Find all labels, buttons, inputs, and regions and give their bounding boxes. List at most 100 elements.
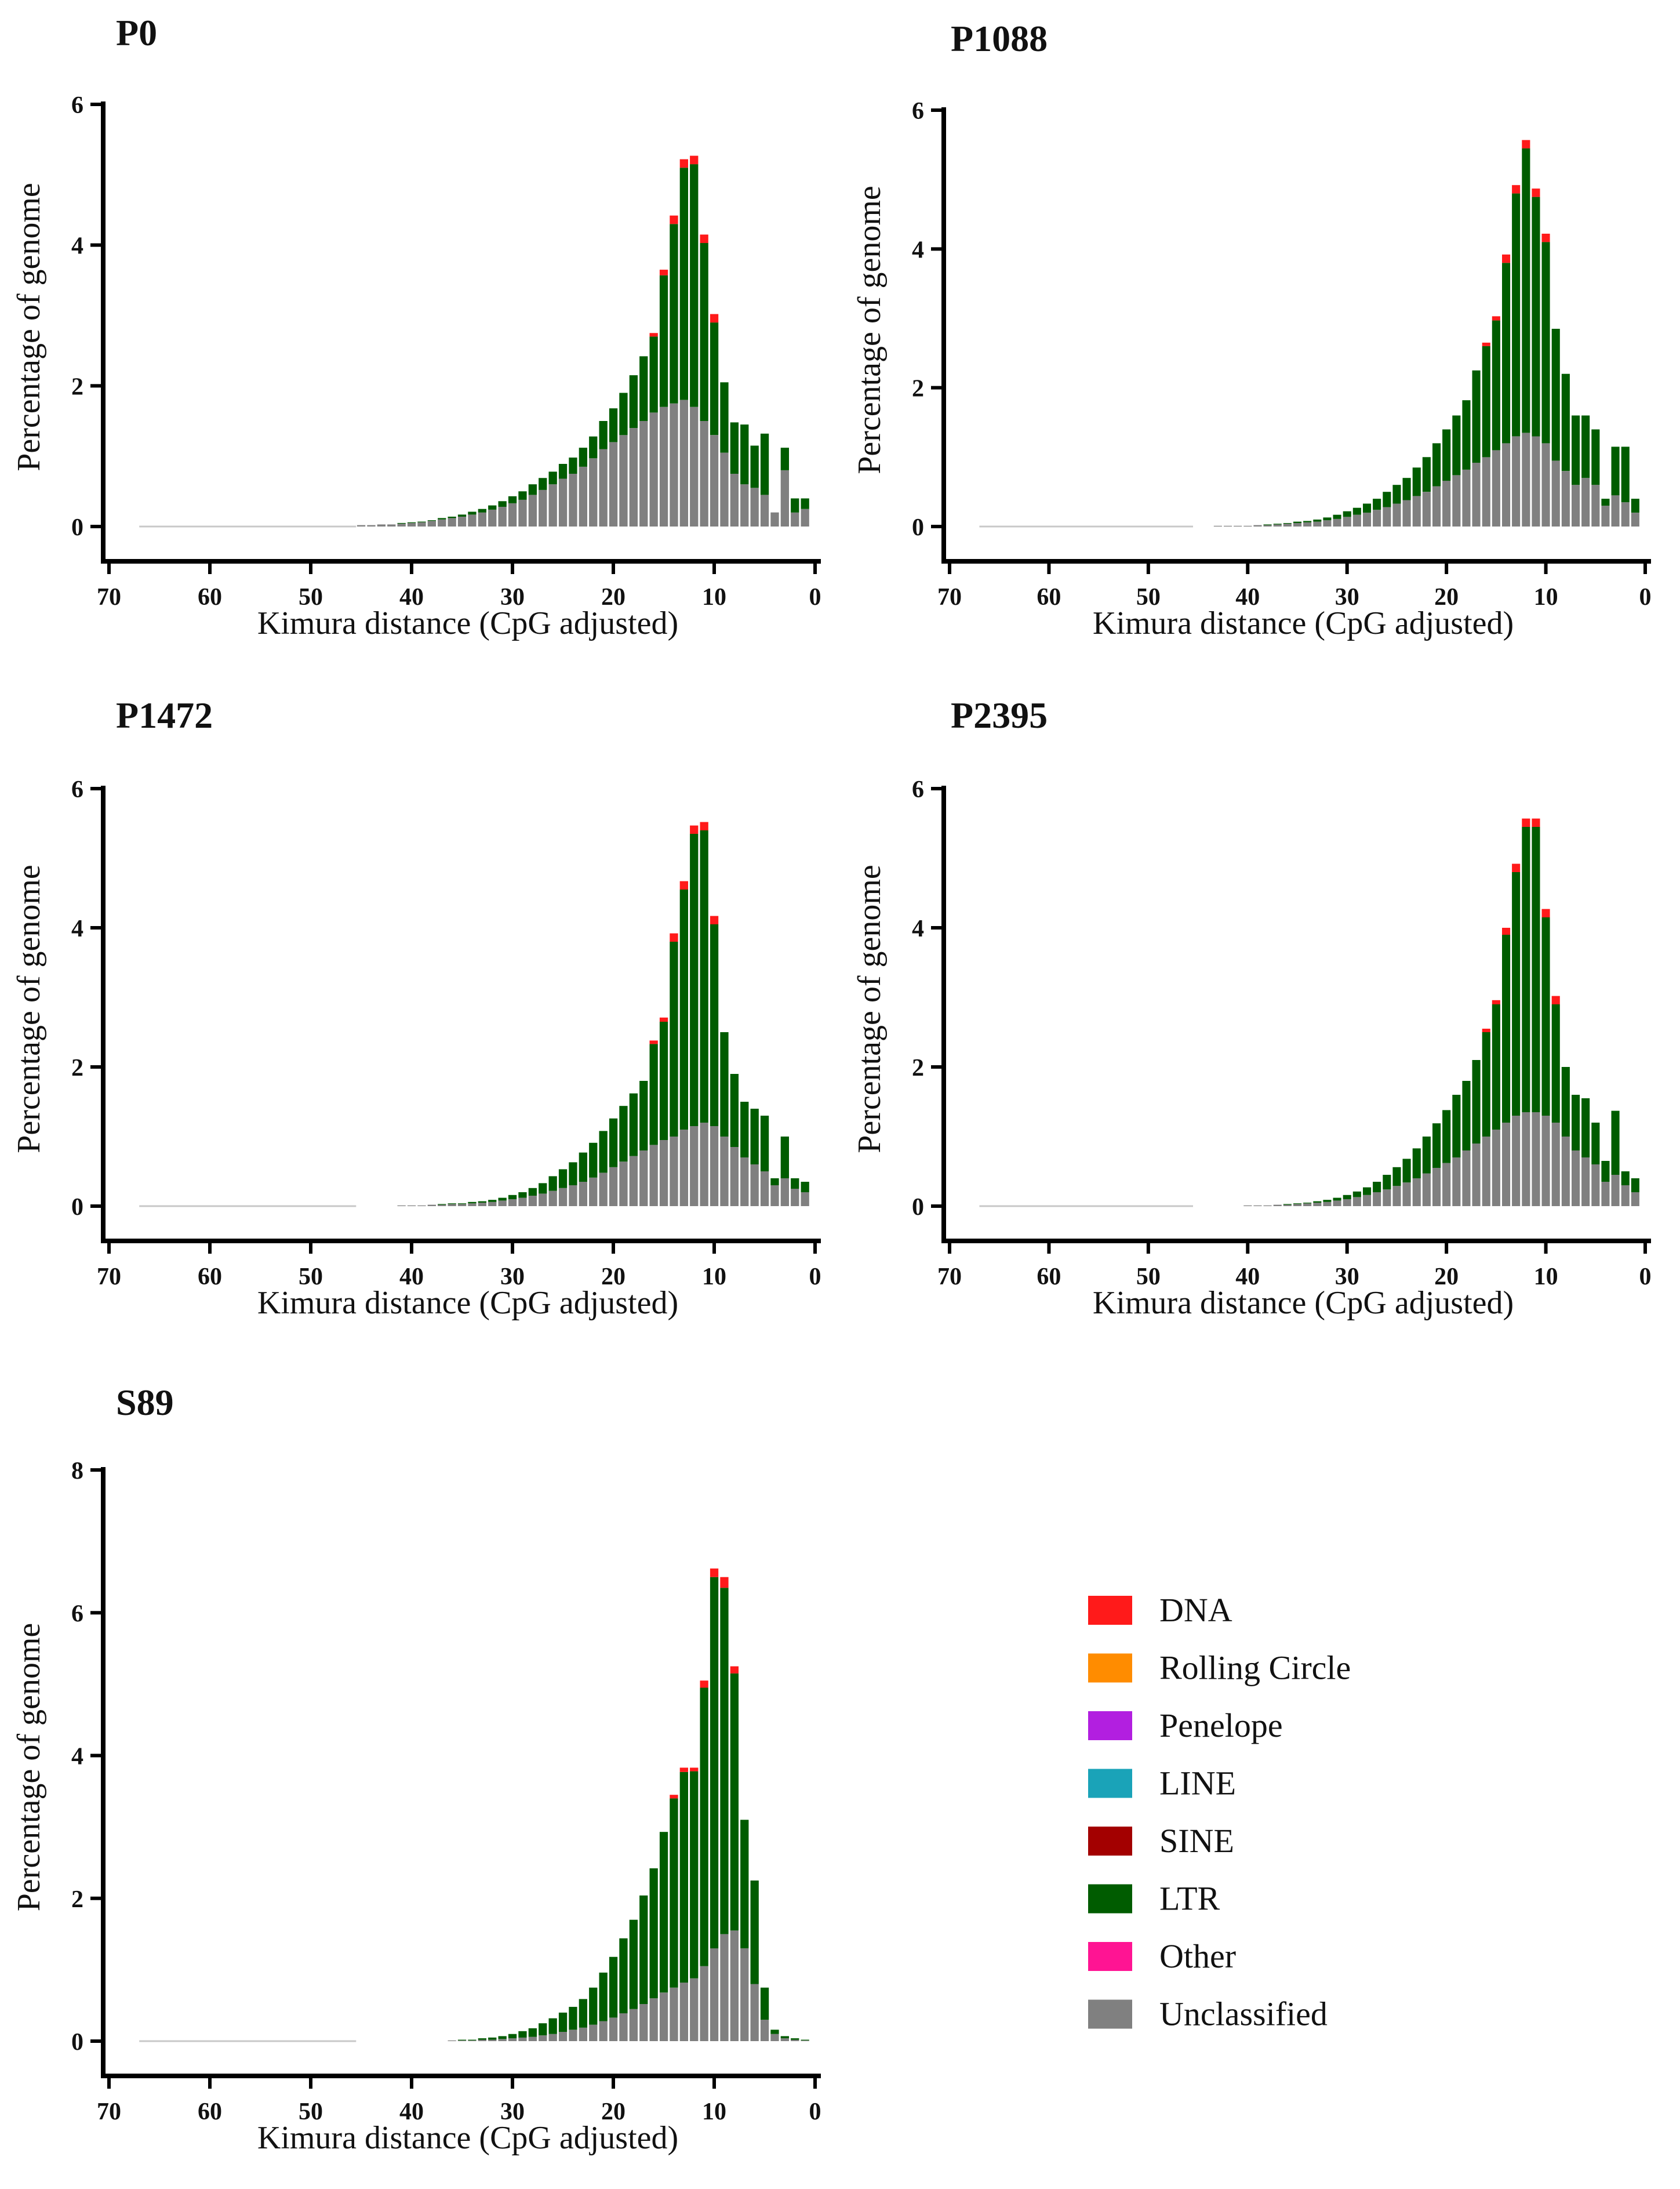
- bar-segment-ltr: [1522, 827, 1530, 1112]
- bar-segment-ltr: [518, 1192, 527, 1198]
- bar-segment-dna: [659, 270, 668, 275]
- bar-segment-dna: [700, 1680, 708, 1688]
- bar-segment-dna: [720, 1577, 729, 1588]
- bar-segment-ltr: [579, 1999, 587, 2028]
- bar-segment-ltr: [498, 2036, 507, 2039]
- bar-segment-unclassified: [478, 512, 486, 527]
- bar-segment-ltr: [1432, 1123, 1441, 1168]
- y-tick-label: 2: [71, 1055, 83, 1081]
- x-tick-label: 10: [1534, 584, 1558, 611]
- bar-segment-unclassified: [649, 1998, 658, 2041]
- bar-segment-unclassified: [1591, 485, 1600, 527]
- bar-segment-ltr: [468, 2039, 477, 2041]
- legend-item-line: LINE: [1088, 1765, 1236, 1802]
- bar-segment-ltr: [700, 243, 708, 421]
- bar-segment-ltr: [740, 1102, 749, 1157]
- y-tick-label: 4: [71, 916, 83, 942]
- bar-segment-ltr: [528, 1188, 537, 1196]
- y-tick-label: 4: [71, 1744, 83, 1770]
- bar-segment-unclassified: [1611, 1175, 1620, 1206]
- bar-segment-dna: [1532, 818, 1540, 827]
- bar-segment-ltr: [548, 2018, 557, 2034]
- bar-segment-ltr: [1512, 872, 1521, 1116]
- bar-segment-unclassified: [1343, 1199, 1351, 1206]
- bar-segment-unclassified: [730, 1930, 739, 2041]
- bar-segment-unclassified: [407, 522, 416, 527]
- bar-segment-unclassified: [1383, 1189, 1391, 1206]
- bar-segment-unclassified: [1601, 506, 1610, 527]
- bar-segment-ltr: [548, 471, 557, 485]
- bar-segment-unclassified: [599, 2021, 608, 2041]
- bar-segment-ltr: [1551, 329, 1560, 461]
- legend-swatch: [1088, 1827, 1132, 1856]
- bar-segment-ltr: [438, 518, 446, 520]
- bar-segment-ltr: [508, 1195, 517, 1199]
- bar-segment-ltr: [730, 1673, 739, 1931]
- bar-segment-unclassified: [397, 524, 406, 527]
- x-tick-label: 60: [198, 1264, 222, 1290]
- x-tick-label: 70: [937, 584, 962, 611]
- bar-segment-unclassified: [750, 1984, 759, 2041]
- bar-segment-unclassified: [700, 1123, 708, 1206]
- bar-segment-ltr: [569, 458, 577, 474]
- bar-segment-unclassified: [1333, 1200, 1341, 1206]
- bar-segment-unclassified: [488, 2039, 497, 2041]
- bar-segment-ltr: [1611, 1110, 1620, 1175]
- bar-segment-unclassified: [760, 2020, 769, 2041]
- bar-segment-ltr: [558, 464, 568, 479]
- bar-segment-ltr: [1482, 1032, 1490, 1137]
- panel-title: P1472: [116, 695, 213, 736]
- bar-segment-ltr: [1492, 320, 1500, 451]
- bar-segment-unclassified: [649, 1145, 658, 1206]
- bar-segment-unclassified: [579, 1182, 587, 1206]
- bar-segment-ltr: [750, 1109, 759, 1164]
- bar-segment-unclassified: [1462, 469, 1471, 527]
- bar-segment-ltr: [1263, 524, 1272, 525]
- bar-segment-unclassified: [791, 1189, 799, 1206]
- bar-segment-ltr: [569, 2006, 577, 2030]
- bar-segment-unclassified: [518, 1197, 527, 1206]
- bar-segment-ltr: [690, 834, 699, 1126]
- bar-segment-unclassified: [558, 2032, 568, 2041]
- bar-segment-ltr: [1343, 511, 1351, 517]
- bar-segment-unclassified: [1572, 1150, 1580, 1206]
- bar-segment-unclassified: [619, 1161, 628, 1206]
- bar-segment-ltr: [1601, 499, 1610, 506]
- bar-segment-unclassified: [760, 1171, 769, 1206]
- bar-segment-unclassified: [770, 2034, 779, 2041]
- legend-item-ltr: LTR: [1088, 1880, 1220, 1918]
- bar-segment-unclassified: [1561, 471, 1570, 527]
- bar-segment-unclassified: [589, 458, 598, 527]
- bar-segment-ltr: [1333, 514, 1341, 519]
- bar-segment-dna: [700, 822, 708, 830]
- legend: DNA Rolling Circle Penelope LINE SINE LTR Othe…: [1088, 1591, 1351, 2033]
- bar-segment-ltr: [528, 2028, 537, 2037]
- bar-segment-ltr: [508, 2034, 517, 2039]
- bar-segment-unclassified: [679, 400, 688, 527]
- bar-segment-unclassified: [1462, 1150, 1471, 1206]
- bar-segment-unclassified: [569, 474, 577, 527]
- bar-segment-unclassified: [1313, 1203, 1322, 1206]
- x-axis-title: Kimura distance (CpG adjusted): [257, 1285, 678, 1321]
- bar-segment-dna: [690, 825, 699, 834]
- bar-segment-dna: [1532, 188, 1540, 197]
- bar-segment-ltr: [539, 1183, 547, 1194]
- bar-segment-ltr: [760, 433, 769, 495]
- bar-segment-ltr: [1363, 1187, 1372, 1195]
- bar-segment-ltr: [1392, 485, 1401, 504]
- bar-segment-unclassified: [720, 1137, 729, 1206]
- bar-segment-ltr: [1383, 1175, 1391, 1190]
- bar-segment-ltr: [1572, 1095, 1580, 1150]
- bar-segment-ltr: [539, 2023, 547, 2036]
- y-tick-label: 4: [912, 916, 924, 942]
- y-tick-label: 4: [71, 233, 83, 260]
- bar-segment-unclassified: [457, 1204, 467, 1206]
- bar-segment-ltr: [1462, 400, 1471, 470]
- legend-swatch: [1088, 1653, 1132, 1683]
- bar-segment-unclassified: [1482, 1137, 1490, 1206]
- x-tick-label: 20: [601, 584, 626, 611]
- bar-segment-ltr: [539, 478, 547, 490]
- bar-segment-ltr: [1293, 1203, 1302, 1204]
- bar-segment-ltr: [770, 2030, 779, 2034]
- bar-segment-ltr: [1422, 1137, 1431, 1174]
